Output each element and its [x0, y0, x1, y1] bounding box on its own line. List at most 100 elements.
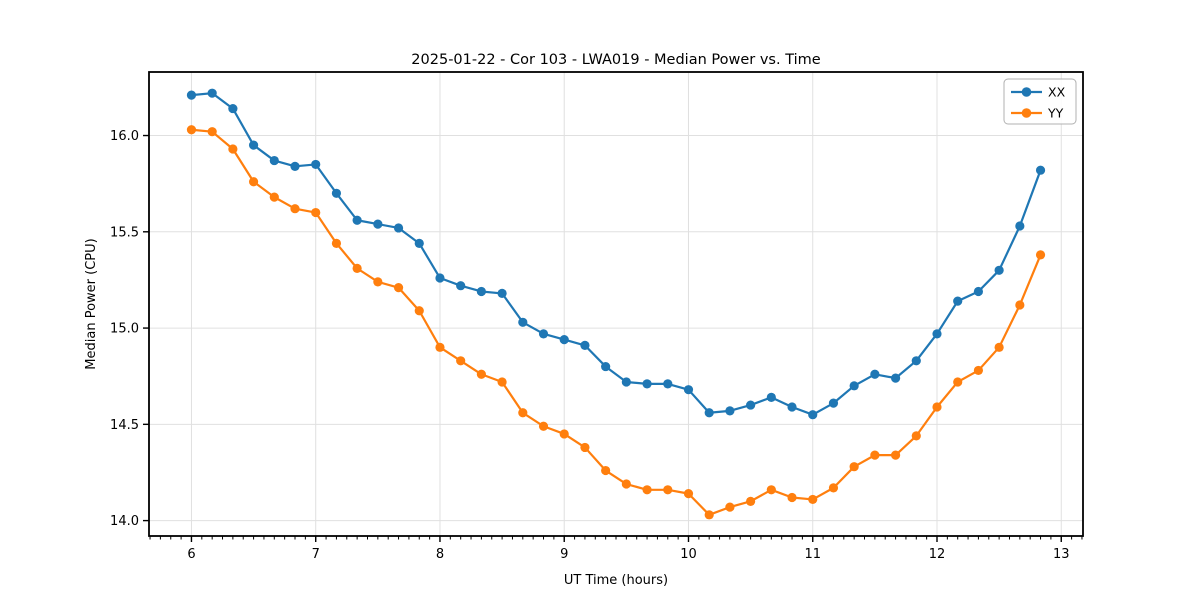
data-point-xx — [228, 103, 238, 114]
series-line-yy — [190, 128, 1042, 516]
data-point-yy — [890, 450, 901, 460]
data-point-xx — [601, 361, 611, 372]
x-tick-label: 8 — [436, 547, 444, 562]
data-point-xx — [725, 406, 735, 416]
data-point-xx — [1035, 165, 1046, 175]
x-tick-label: 11 — [804, 547, 821, 562]
data-point-yy — [290, 204, 300, 214]
data-point-xx — [290, 161, 300, 171]
data-point-yy — [373, 277, 383, 287]
data-point-yy — [538, 421, 549, 431]
data-point-xx — [269, 155, 279, 166]
data-point-yy — [414, 306, 424, 316]
data-point-yy — [870, 450, 880, 460]
data-point-xx — [663, 379, 673, 389]
data-point-yy — [973, 365, 984, 376]
data-point-yy — [953, 377, 963, 387]
data-point-xx — [414, 238, 424, 248]
y-tick-label: 15.0 — [110, 322, 139, 337]
data-point-yy — [248, 177, 259, 187]
data-point-xx — [621, 377, 631, 387]
data-point-yy — [331, 238, 342, 248]
data-point-yy — [663, 485, 673, 495]
data-point-yy — [497, 377, 507, 387]
data-point-xx — [435, 273, 445, 283]
data-point-yy — [704, 510, 714, 520]
data-point-xx — [828, 398, 839, 408]
data-point-yy — [207, 127, 217, 137]
x-axis-label: UT Time (hours) — [564, 573, 668, 588]
legend-item-label: XX — [1048, 85, 1066, 100]
data-point-yy — [725, 502, 735, 512]
data-point-yy — [476, 369, 486, 379]
data-point-yy — [311, 207, 321, 218]
legend: XX YY — [1003, 78, 1077, 125]
data-point-xx — [559, 335, 569, 345]
y-tick-label: 14.5 — [110, 418, 139, 433]
data-point-yy — [393, 283, 404, 293]
data-point-xx — [890, 373, 901, 383]
data-point-xx — [953, 296, 963, 306]
data-point-xx — [746, 400, 756, 410]
data-point-xx — [870, 369, 880, 379]
y-tick-label: 15.5 — [110, 225, 139, 240]
data-point-xx — [683, 385, 694, 395]
data-point-yy — [456, 356, 466, 366]
data-point-xx — [248, 140, 259, 150]
data-point-xx — [186, 90, 197, 100]
data-point-yy — [601, 465, 611, 476]
legend-marker-sample — [1021, 108, 1032, 118]
data-point-yy — [746, 496, 756, 506]
y-axis-label: Median Power (CPU) — [84, 238, 99, 369]
data-point-yy — [186, 125, 197, 135]
data-point-yy — [787, 492, 797, 503]
data-point-xx — [352, 215, 362, 225]
data-point-xx — [849, 381, 859, 391]
data-point-xx — [1015, 221, 1025, 231]
data-point-yy — [994, 342, 1004, 352]
data-point-yy — [683, 489, 694, 499]
x-tick-label: 12 — [929, 547, 946, 562]
data-point-yy — [808, 494, 818, 505]
series-line-xx — [190, 92, 1042, 416]
data-point-xx — [787, 402, 797, 412]
data-point-yy — [621, 479, 631, 489]
x-tick-label: 10 — [680, 547, 697, 562]
data-point-xx — [994, 265, 1004, 275]
data-point-yy — [352, 263, 362, 273]
data-point-xx — [911, 356, 921, 366]
data-point-xx — [704, 408, 714, 418]
x-tick-label: 13 — [1053, 547, 1070, 562]
x-tick-label: 9 — [560, 547, 568, 562]
data-point-xx — [331, 188, 342, 198]
data-point-yy — [518, 408, 528, 418]
x-tick-label: 6 — [187, 547, 195, 562]
data-point-xx — [973, 286, 984, 297]
data-point-yy — [435, 342, 445, 352]
data-point-xx — [497, 288, 507, 299]
plot-border — [148, 71, 1084, 537]
data-point-xx — [518, 317, 528, 327]
data-point-xx — [476, 286, 486, 297]
x-tick-label: 7 — [312, 547, 320, 562]
axis-ticks: 6 7 8 9 10 11 12 13 14.0 14.5 15.0 15.5 16.0 — [110, 129, 1083, 562]
grid — [149, 72, 1083, 536]
y-tick-label: 14.0 — [110, 514, 139, 529]
data-point-yy — [269, 192, 279, 202]
data-point-xx — [808, 410, 818, 420]
series — [186, 88, 1046, 520]
legend-item-label: YY — [1047, 106, 1064, 121]
data-point-yy — [828, 483, 839, 493]
data-point-xx — [311, 159, 321, 170]
data-point-yy — [766, 485, 776, 495]
legend-box — [1003, 78, 1077, 125]
data-point-xx — [207, 88, 217, 98]
data-point-xx — [642, 379, 652, 389]
y-tick-label: 16.0 — [110, 129, 139, 144]
data-point-yy — [911, 431, 921, 441]
data-point-xx — [538, 329, 549, 339]
data-point-yy — [642, 485, 652, 495]
data-point-xx — [393, 223, 404, 233]
